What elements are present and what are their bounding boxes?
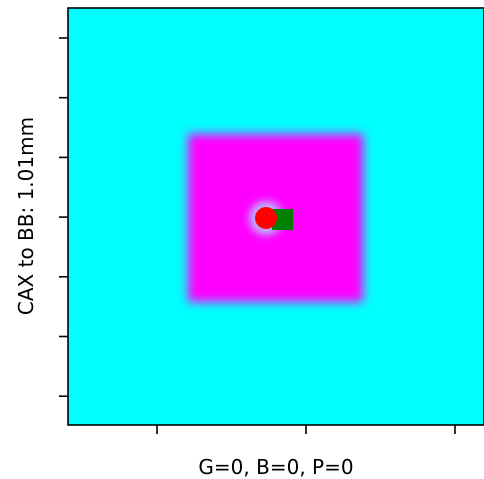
x-axis-label: G=0, B=0, P=0 [198,455,353,479]
bb-marker [255,207,277,229]
y-axis-ticks [59,37,68,398]
cax-marker [272,209,293,230]
x-axis-ticks [156,425,456,434]
markers [255,207,293,230]
plot-area [68,8,484,425]
y-axis-label: CAX to BB: 1.01mm [14,117,38,315]
